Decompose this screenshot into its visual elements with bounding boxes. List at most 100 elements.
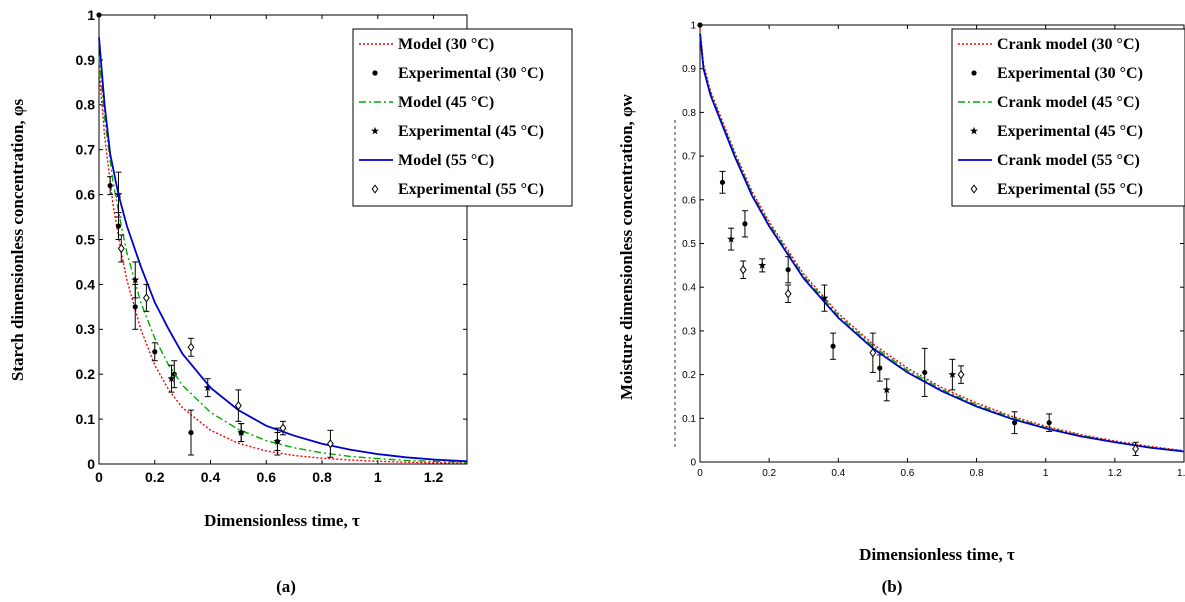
data-point [203, 383, 212, 392]
x-tick-label: 1.2 [1108, 468, 1122, 479]
y-tick-label: 0.7 [76, 142, 96, 158]
data-point [279, 423, 287, 433]
legend-entry: Experimental (55 °C) [997, 181, 1143, 198]
series-1 [697, 22, 1053, 435]
data-point [869, 348, 877, 358]
x-tick-label: 0.4 [831, 468, 845, 479]
legend-entry: Experimental (45 °C) [398, 123, 544, 140]
panel-label-a: (a) [276, 577, 296, 596]
data-point [1046, 420, 1052, 426]
data-point [882, 385, 891, 394]
data-point [237, 428, 246, 436]
x-tick-label: 1.2 [424, 469, 444, 485]
legend-marker [970, 126, 978, 135]
series-3 [114, 171, 282, 452]
y-ticks-a: 0 0.1 0.2 0.3 0.4 0.5 0.6 0.7 0.8 0.9 1 [76, 7, 467, 472]
legend-marker [970, 184, 978, 194]
y-tick-label: 1 [690, 21, 696, 32]
legend-entry: Crank model (45 °C) [997, 94, 1140, 111]
x-tick-label: 1 [1043, 468, 1049, 479]
legend-a: Model (30 °C) Experimental (30 °C) Model (… [352, 28, 573, 207]
data-point [152, 349, 158, 355]
series-2 [98, 55, 468, 463]
data-point [107, 183, 113, 189]
y-axis-label-a: Starch dimensionless concentration, φs [8, 98, 27, 381]
y-tick-label: 0.8 [682, 108, 696, 119]
legend-entry: Experimental (45 °C) [997, 123, 1143, 140]
x-tick-label: 0.2 [762, 468, 776, 479]
y-tick-label: 0.3 [682, 326, 696, 337]
x-tick-label: 0.6 [900, 468, 914, 479]
y-tick-label: 0.9 [76, 52, 96, 68]
series-line [98, 37, 468, 463]
y-tick-label: 0.5 [76, 231, 96, 247]
legend-entry: Model (30 °C) [398, 36, 494, 53]
data-point [922, 369, 928, 376]
data-point [187, 342, 195, 352]
legend-entry: Experimental (55 °C) [398, 181, 544, 198]
legend-marker [971, 70, 977, 76]
data-point [1132, 444, 1140, 454]
x-tick-label: 0.2 [145, 469, 165, 485]
series-group-b [697, 22, 1185, 456]
x-tick-label: 0 [697, 468, 703, 479]
y-tick-label: 0.6 [682, 195, 696, 206]
data-point [697, 22, 703, 28]
legend-entry: Crank model (30 °C) [997, 36, 1140, 53]
y-tick-label: 1 [87, 7, 95, 23]
y-tick-label: 0 [87, 456, 95, 472]
data-point [132, 304, 138, 310]
panel-label-b: (b) [882, 577, 903, 596]
y-tick-label: 0.1 [76, 411, 96, 427]
data-point [739, 265, 747, 275]
data-point [785, 267, 791, 273]
legend-marker [371, 126, 379, 135]
data-point [957, 369, 965, 380]
legend-b: Crank model (30 °C) Experimental (30 °C) C… [951, 28, 1185, 207]
series-5 [117, 234, 334, 458]
data-point [758, 261, 767, 269]
legend-entry: Model (55 °C) [398, 152, 494, 169]
legend-entry: Experimental (30 °C) [398, 65, 544, 82]
data-point [131, 275, 140, 284]
data-point [115, 223, 122, 229]
data-point [719, 179, 726, 185]
legend-entry: Model (45 °C) [398, 94, 494, 111]
y-axis-label-b: Moisture dimensionless concentration, φw [617, 93, 636, 400]
x-tick-label: 1 [374, 469, 382, 485]
series-group-a [96, 12, 468, 464]
y-tick-label: 0 [690, 458, 696, 469]
legend-entry: Experimental (30 °C) [997, 65, 1143, 82]
legend-box-a [352, 28, 573, 207]
data-point [877, 365, 883, 371]
legend-box-b [951, 28, 1185, 207]
legend-entry: Crank model (55 °C) [997, 152, 1140, 169]
y-tick-label: 0.9 [682, 64, 696, 75]
data-point [96, 12, 102, 18]
data-point [142, 293, 150, 303]
data-point [830, 343, 836, 349]
chart-a: 0 0.1 0.2 0.3 0.4 0.5 0.6 0.7 0.8 0.9 1 0 0.2 0.4 0.6… [8, 7, 573, 596]
x-tick-label: 0.8 [970, 468, 984, 479]
series-1 [96, 12, 281, 456]
y-ticks-b: 0 0.1 0.2 0.3 0.4 0.5 0.6 0.7 0.8 0.9 1 [682, 21, 1184, 469]
chart-b: 0 0.1 0.2 0.3 0.4 0.5 0.6 0.7 0.8 0.9 1 0 0.2 0.4 0.6… [617, 21, 1185, 596]
x-ticks-a: 0 0.2 0.4 0.6 0.8 1 1.2 [95, 15, 443, 485]
data-point [948, 370, 957, 378]
series-3 [727, 227, 957, 402]
series-4 [98, 37, 468, 463]
y-tick-label: 0.2 [76, 366, 96, 382]
y-tick-label: 0.4 [682, 283, 696, 294]
x-tick-label: 1.4 [1177, 468, 1185, 479]
x-axis-label-a: Dimensionless time, τ [204, 511, 360, 530]
series-5 [739, 260, 1140, 456]
data-point [273, 437, 282, 445]
data-point [742, 221, 748, 227]
x-tick-label: 0 [95, 469, 103, 485]
data-point [167, 374, 176, 383]
y-tick-label: 0.1 [682, 414, 696, 425]
data-point [784, 289, 792, 299]
legend-marker [372, 70, 378, 76]
x-axis-label-b: Dimensionless time, τ [859, 545, 1015, 564]
